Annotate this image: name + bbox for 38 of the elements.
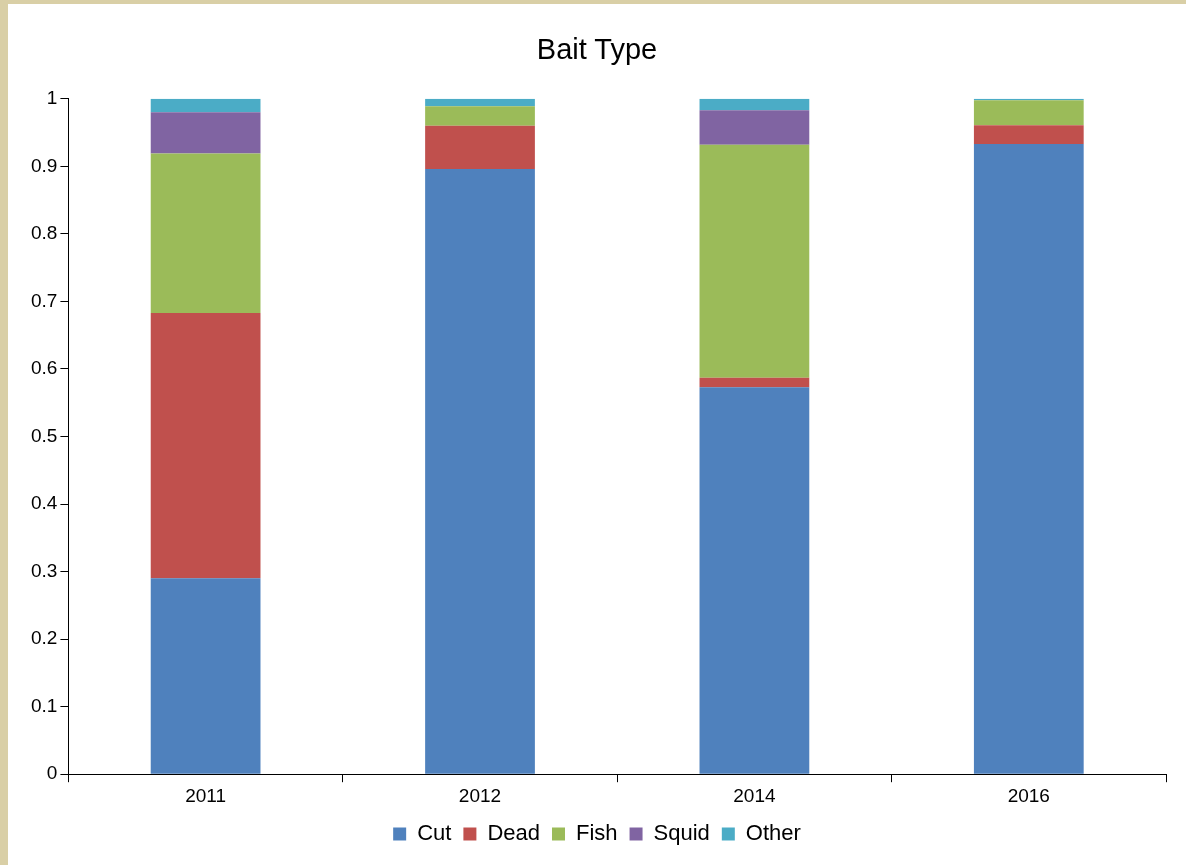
bar (699, 98, 810, 111)
legend-label: Dead (487, 820, 540, 846)
bar (699, 110, 810, 145)
bar (973, 125, 1084, 145)
legend-label: Fish (575, 820, 618, 846)
y-tick-label: 0 (46, 762, 58, 784)
bar (973, 144, 1084, 774)
bar (425, 125, 535, 170)
legend-label: Cut (417, 820, 452, 846)
y-tick-label: 0.5 (30, 424, 58, 446)
y-tick-label: 0.4 (30, 492, 58, 514)
y-tick-label: 0.1 (30, 694, 58, 716)
y-tick-label: 0.8 (30, 222, 58, 244)
x-tick-label: 2011 (185, 784, 227, 806)
chart-title: Bait Type (536, 33, 658, 66)
y-tick-label: 0.7 (30, 289, 58, 311)
bar (699, 377, 810, 388)
bar (699, 387, 810, 774)
legend-label: Other (745, 820, 801, 846)
bar (150, 153, 261, 313)
y-tick-label: 1 (46, 87, 58, 109)
legend-label: Squid (653, 820, 710, 846)
bar (425, 169, 535, 774)
x-tick-label: 2012 (458, 784, 502, 806)
y-tick-label: 0.2 (30, 627, 58, 649)
bar (150, 112, 261, 154)
bar (973, 100, 1084, 126)
y-tick-label: 0.6 (30, 357, 58, 379)
bar (150, 312, 261, 579)
x-tick-label: 2016 (1007, 784, 1050, 806)
x-tick-label: 2014 (733, 784, 776, 806)
bar (425, 106, 535, 126)
bar (425, 98, 535, 107)
bar (150, 578, 261, 774)
y-tick-label: 0.3 (30, 559, 58, 581)
y-tick-label: 0.9 (30, 154, 58, 176)
bar (150, 98, 261, 113)
bar (699, 144, 810, 378)
